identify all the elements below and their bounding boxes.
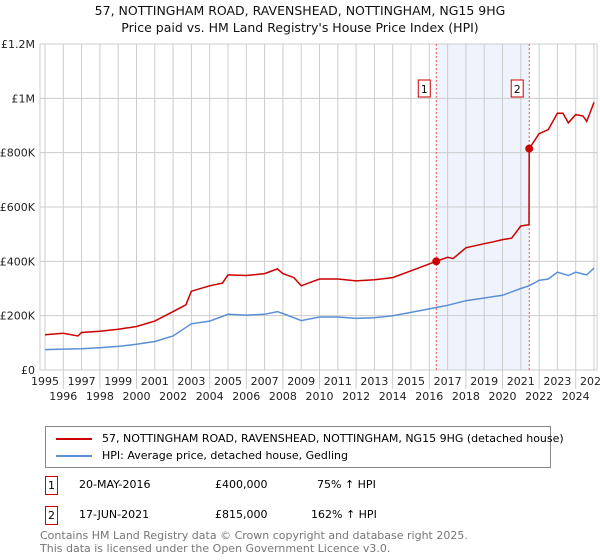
x-tick-label: 2012 xyxy=(342,390,370,403)
transaction-date: 17-JUN-2021 xyxy=(79,508,150,521)
y-tick-label: £0 xyxy=(21,364,35,377)
x-tick-label: 2024 xyxy=(562,390,590,403)
marker-badge xyxy=(417,79,431,98)
x-tick-label: 2020 xyxy=(489,390,517,403)
x-tick-label: 1998 xyxy=(86,390,114,403)
x-tick-label: 2008 xyxy=(269,390,297,403)
x-tick-label: 1995 xyxy=(31,375,59,388)
x-tick-label: 2023 xyxy=(543,375,571,388)
x-tick-label: 2019 xyxy=(470,375,498,388)
marker-badge: 1 xyxy=(45,476,58,495)
marker-badge xyxy=(510,79,524,98)
y-tick-label: £800K xyxy=(0,147,36,160)
transaction-date: 20-MAY-2016 xyxy=(79,478,151,491)
legend-swatch-red xyxy=(56,437,92,440)
x-tick-label: 2017 xyxy=(434,375,462,388)
sale-point xyxy=(525,144,534,153)
x-tick-label: 2007 xyxy=(251,375,279,388)
x-tick-label: 2016 xyxy=(415,390,443,403)
x-tick-label: 2025 xyxy=(580,375,600,388)
transaction-price: £400,000 xyxy=(215,478,268,491)
transaction-row: 2 17-JUN-2021 £815,000 162% ↑ HPI xyxy=(45,506,545,525)
chart-subtitle: Price paid vs. HM Land Registry's House … xyxy=(121,20,479,35)
marker-label: 1 xyxy=(421,83,428,96)
x-tick-label: 2001 xyxy=(141,375,169,388)
chart-title: 57, NOTTINGHAM ROAD, RAVENSHEAD, NOTTING… xyxy=(94,3,506,18)
y-tick-label: £600K xyxy=(0,201,36,214)
transaction-hpi: 75% ↑ HPI xyxy=(317,478,376,491)
footer: Contains HM Land Registry data © Crown c… xyxy=(40,529,468,555)
x-tick-label: 2004 xyxy=(196,390,224,403)
x-tick-label: 2022 xyxy=(525,390,553,403)
series-line xyxy=(44,267,595,351)
x-tick-label: 2015 xyxy=(397,375,425,388)
sale-point xyxy=(432,257,441,266)
x-tick-label: 2013 xyxy=(360,375,388,388)
x-tick-label: 2011 xyxy=(324,375,352,388)
transaction-hpi: 162% ↑ HPI xyxy=(311,508,377,521)
x-tick-label: 2003 xyxy=(177,375,205,388)
footer-line: Contains HM Land Registry data © Crown c… xyxy=(40,529,468,542)
x-tick-label: 1999 xyxy=(104,375,132,388)
y-tick-label: £200K xyxy=(0,310,36,323)
plot-frame xyxy=(39,43,598,371)
legend-label-hpi: HPI: Average price, detached house, Gedl… xyxy=(102,449,348,462)
x-tick-label: 2010 xyxy=(306,390,334,403)
legend: 57, NOTTINGHAM ROAD, RAVENSHEAD, NOTTING… xyxy=(45,426,564,468)
x-tick-label: 2006 xyxy=(232,390,260,403)
x-tick-label: 2021 xyxy=(507,375,535,388)
x-tick-label: 2018 xyxy=(452,390,480,403)
y-tick-label: £1M xyxy=(12,92,36,105)
footer-line: This data is licensed under the Open Gov… xyxy=(40,542,391,555)
x-tick-label: 2014 xyxy=(379,390,407,403)
marker-badge: 2 xyxy=(45,506,58,525)
y-tick-label: £400K xyxy=(0,255,36,268)
x-tick-label: 1997 xyxy=(68,375,96,388)
y-tick-label: £1.2M xyxy=(1,38,35,51)
series-line xyxy=(44,102,595,337)
x-tick-label: 2002 xyxy=(159,390,187,403)
x-tick-label: 2000 xyxy=(123,390,151,403)
x-tick-label: 1996 xyxy=(49,390,77,403)
x-tick-label: 2005 xyxy=(214,375,242,388)
marker-label: 2 xyxy=(514,83,521,96)
legend-swatch-blue xyxy=(56,454,92,457)
legend-label-property: 57, NOTTINGHAM ROAD, RAVENSHEAD, NOTTING… xyxy=(102,432,564,445)
transaction-price: £815,000 xyxy=(215,508,268,521)
transaction-row: 1 20-MAY-2016 £400,000 75% ↑ HPI xyxy=(45,476,545,495)
chart: 1995 1996 1997 1998 1999 2000 2001 2002 2003 2004… xyxy=(0,38,600,403)
x-tick-label: 2009 xyxy=(287,375,315,388)
